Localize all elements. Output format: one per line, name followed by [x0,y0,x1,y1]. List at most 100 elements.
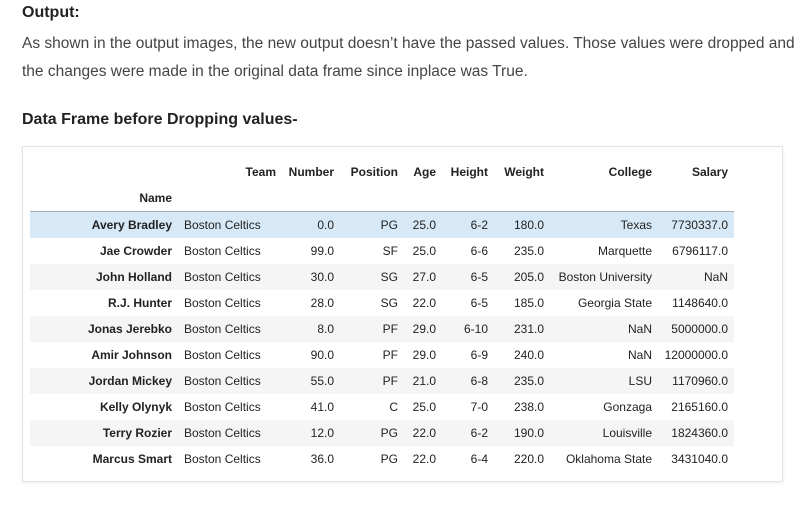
table-cell: 41.0 [310,399,334,414]
table-cell: Oklahoma State [565,451,652,466]
column-header: Position [350,165,398,179]
table-cell: SG [380,295,398,310]
table-cell: Boston Celtics [184,451,261,466]
table-cell: Boston Celtics [184,425,261,440]
table-cell: 27.0 [412,269,436,284]
table-cell: SG [380,269,398,284]
table-cell: 29.0 [412,347,436,362]
table-cell: 220.0 [513,451,544,466]
table-body: Avery Bradley Boston Celtics 0.0 PG 25.0 6-2 1… [30,211,734,472]
row-name: R.J. Hunter [107,295,172,310]
table-cell: Boston Celtics [184,269,261,284]
table-cell: 99.0 [310,243,334,258]
table-cell: 6-9 [470,347,488,362]
table-cell: 3431040.0 [671,451,728,466]
table-row: Jordan Mickey Boston Celtics 55.0 PF 21.0 6-8… [30,367,734,394]
table-cell: 25.0 [412,243,436,258]
table-cell: NaN [627,347,652,362]
table-cell: 6-2 [470,425,488,440]
row-name: Amir Johnson [91,347,172,362]
table-cell: 5000000.0 [671,321,728,336]
table-cell: 1170960.0 [672,373,728,388]
table-cell: 25.0 [412,217,436,232]
table-cell: 21.0 [412,373,436,388]
table-row: Marcus Smart Boston Celtics 36.0 PG 22.0 6-4 2… [30,446,734,472]
table-cell: 235.0 [513,373,544,388]
column-header: Height [450,165,488,179]
table-cell: Boston Celtics [184,373,261,388]
table-cell: Louisville [602,425,652,440]
table-cell: 8.0 [317,321,334,336]
table-cell: 185.0 [513,295,544,310]
table-row: Jae Crowder Boston Celtics 99.0 SF 25.0 6-6 23… [30,238,734,264]
table-cell: Boston Celtics [184,243,261,258]
table-cell: 6-4 [470,451,488,466]
table-cell: 55.0 [310,373,334,388]
table-cell: Boston Celtics [184,399,261,414]
row-name: Marcus Smart [92,451,172,466]
table-cell: 22.0 [412,425,436,440]
table-cell: 1148640.0 [672,295,728,310]
table-row: Avery Bradley Boston Celtics 0.0 PG 25.0 6-2 1… [30,211,734,238]
table-row: Jonas Jerebko Boston Celtics 8.0 PF 29.0 6-10… [30,315,734,342]
table-cell: 0.0 [317,217,334,232]
table-cell: SF [382,243,398,258]
table-cell: 1824360.0 [671,425,728,440]
table-row: R.J. Hunter Boston Celtics 28.0 SG 22.0 6-5 18… [30,290,734,316]
table-cell: Texas [620,217,652,232]
column-header: Weight [504,165,544,179]
index-corner [30,159,178,185]
table-cell: PG [380,425,398,440]
table-cell: 25.0 [412,399,436,414]
table-cell: Boston University [558,269,652,284]
column-header: Team [245,165,276,179]
table-cell: 22.0 [412,295,436,310]
table-row: Amir Johnson Boston Celtics 90.0 PF 29.0 6-9 2… [30,342,734,368]
table-cell: Marquette [597,243,652,258]
dataframe-table: Team Number Position Age Height Weight C… [30,159,734,472]
table-cell: 238.0 [513,399,544,414]
table-cell: PF [382,373,398,388]
table-cell: Boston Celtics [184,347,261,362]
table-cell: 36.0 [310,451,334,466]
table-cell: 6-5 [470,295,488,310]
table-cell: Georgia State [577,295,652,310]
table-cell: 22.0 [412,451,436,466]
column-header: Age [413,165,436,179]
row-name: Jordan Mickey [88,373,172,388]
table-cell: 6-8 [470,373,488,388]
output-description: As shown in the output images, the new o… [22,35,795,80]
table-cell: 6796117.0 [672,243,728,258]
table-cell: NaN [703,269,728,284]
table-cell: 90.0 [310,347,334,362]
table-cell: Boston Celtics [184,295,261,310]
table-row: John Holland Boston Celtics 30.0 SG 27.0 6-5 2… [30,263,734,290]
table-cell: 30.0 [310,269,334,284]
table-cell: NaN [627,321,652,336]
column-header: Salary [691,165,728,179]
table-cell: 6-6 [470,243,488,258]
table-cell: 12.0 [310,425,334,440]
table-row: Terry Rozier Boston Celtics 12.0 PG 22.0 6-2 1… [30,419,734,446]
table-cell: 205.0 [513,269,544,284]
table-cell: 7-0 [470,399,488,414]
output-heading: Output: [22,4,80,21]
table-cell: 12000000.0 [664,347,728,362]
table-cell: Boston Celtics [184,321,261,336]
table-cell: LSU [628,373,652,388]
table-cell: 6-10 [463,321,488,336]
table-row: Kelly Olynyk Boston Celtics 41.0 C 25.0 7-0 23… [30,394,734,420]
row-name: Jonas Jerebko [87,321,172,336]
dataframe-output: Team Number Position Age Height Weight C… [22,146,783,482]
row-name: John Holland [96,269,172,284]
table-cell: 235.0 [513,243,544,258]
row-name: Terry Rozier [102,425,172,440]
table-cell: C [389,399,398,414]
table-cell: 28.0 [310,295,334,310]
table-cell: 2165160.0 [671,399,728,414]
column-header-row: Team Number Position Age Height Weight C… [30,159,734,185]
column-header: College [608,165,652,179]
table-cell: 190.0 [513,425,544,440]
table-cell: 7730337.0 [671,217,728,232]
table-cell: 29.0 [412,321,436,336]
